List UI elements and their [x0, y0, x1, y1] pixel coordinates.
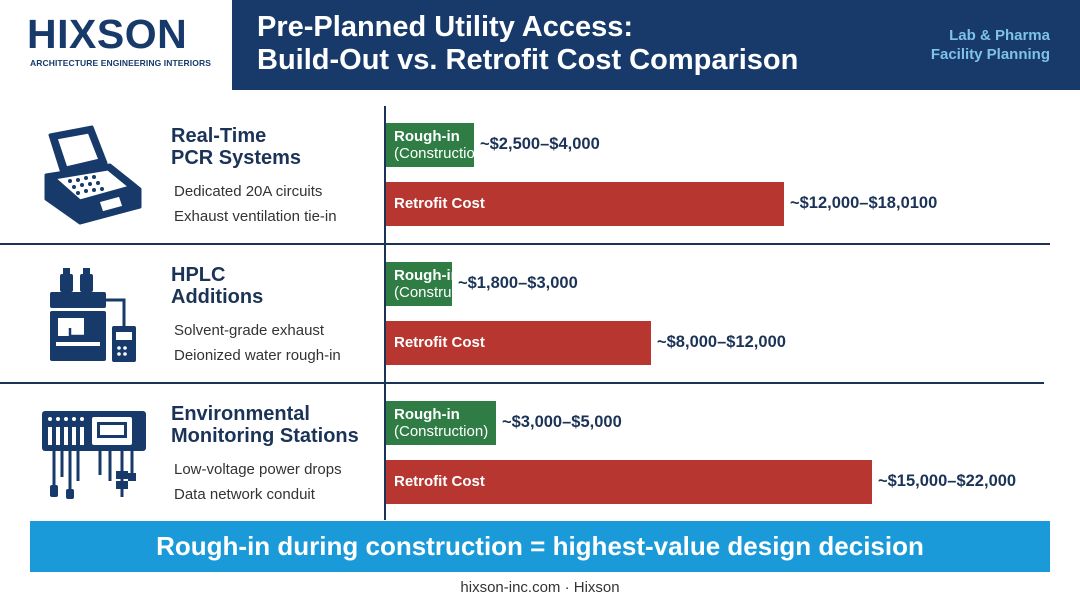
bar-label-line-1: Rough-in	[394, 128, 460, 145]
row-details: Low-voltage power drops Data network con…	[174, 457, 342, 507]
value-label-retrofit-pcr: ~$12,000–$18,0100	[790, 194, 938, 212]
bar-label-line-2: (Construction)	[394, 423, 489, 440]
hplc-instrument-icon	[50, 268, 136, 362]
value-label-roughin-env: ~$3,000–$5,000	[502, 413, 622, 431]
pcr-machine-icon	[44, 125, 142, 225]
bar-retrofit-hplc: Retrofit Cost	[386, 321, 651, 365]
row-hplc: HPLC Additions Solvent-grade exhaust Dei…	[0, 246, 1080, 384]
bar-roughin-pcr: Rough-in (Construction)	[386, 123, 488, 167]
row-divider	[0, 243, 1050, 245]
bar-label: Retrofit Cost	[394, 473, 485, 490]
row-details: Solvent-grade exhaust Deionized water ro…	[174, 318, 341, 368]
row-detail-2: Exhaust ventilation tie-in	[174, 208, 337, 225]
value-label-roughin-pcr: ~$2,500–$4,000	[480, 135, 600, 153]
hixson-logo: HIXSON	[27, 11, 188, 57]
bar-roughin-env: Rough-in (Construction)	[386, 401, 496, 445]
row-title-line-1: HPLC	[171, 264, 226, 286]
value-label-roughin-hplc: ~$1,800–$3,000	[458, 274, 578, 292]
bar-label-line-2: (Construction)	[394, 145, 489, 162]
row-details: Dedicated 20A circuits Exhaust ventilati…	[174, 179, 337, 229]
bar-retrofit-env: Retrofit Cost	[386, 460, 872, 504]
logo-panel: HIXSON ARCHITECTURE ENGINEERING INTERIOR…	[0, 0, 232, 90]
bar-label-line-1: Rough-in	[394, 406, 460, 423]
row-divider	[0, 382, 1044, 384]
footer-credit: hixson-inc.com · Hixson	[460, 579, 620, 596]
monitoring-station-icon	[42, 411, 146, 499]
tagline: Lab & Pharma Facility Planning	[931, 26, 1050, 64]
bar-label-line-2: (Construction)	[394, 284, 489, 301]
bar-label: Rough-in (Construction)	[394, 267, 488, 301]
bar-retrofit-pcr: Retrofit Cost	[386, 182, 784, 226]
row-env-monitoring: Environmental Monitoring Stations Low-vo…	[0, 385, 1080, 523]
page-title: Pre-Planned Utility Access: Build-Out vs…	[257, 11, 798, 77]
title-line-2: Build-Out vs. Retrofit Cost Comparison	[257, 44, 799, 76]
row-detail-2: Data network conduit	[174, 486, 315, 503]
tagline-line-1: Lab & Pharma	[949, 27, 1050, 44]
row-detail-1: Solvent-grade exhaust	[174, 322, 325, 339]
row-title-line-2: Monitoring Stations	[171, 425, 359, 447]
key-takeaway-banner: Rough-in during construction = highest-v…	[30, 521, 1050, 572]
bar-roughin-hplc: Rough-in (Construction)	[386, 262, 488, 306]
row-detail-1: Low-voltage power drops	[174, 461, 342, 478]
bar-label-line-1: Rough-in	[394, 267, 460, 284]
header-band: Pre-Planned Utility Access: Build-Out vs…	[232, 0, 1080, 90]
tagline-line-2: Facility Planning	[930, 46, 1050, 63]
chart-axis-line	[384, 106, 386, 520]
bar-label: Retrofit Cost	[394, 334, 485, 351]
row-title-line-2: PCR Systems	[171, 147, 302, 169]
row-title: HPLC Additions	[171, 264, 263, 308]
row-detail-1: Dedicated 20A circuits	[174, 183, 323, 200]
row-title-line-1: Real-Time	[171, 125, 267, 147]
logo-subtitle: ARCHITECTURE ENGINEERING INTERIORS	[30, 58, 211, 68]
row-detail-2: Deionized water rough-in	[174, 347, 341, 364]
bar-label: Retrofit Cost	[394, 195, 485, 212]
bar-label: Rough-in (Construction)	[394, 406, 488, 440]
row-title-line-1: Environmental	[171, 403, 310, 425]
value-label-retrofit-hplc: ~$8,000–$12,000	[657, 333, 786, 351]
bar-label: Rough-in (Construction)	[394, 128, 488, 162]
value-label-retrofit-env: ~$15,000–$22,000	[878, 472, 1017, 490]
title-line-1: Pre-Planned Utility Access:	[257, 11, 634, 43]
row-pcr: Real-Time PCR Systems Dedicated 20A circ…	[0, 107, 1080, 245]
row-title-line-2: Additions	[171, 286, 264, 308]
row-title: Real-Time PCR Systems	[171, 125, 301, 169]
row-title: Environmental Monitoring Stations	[171, 403, 359, 447]
